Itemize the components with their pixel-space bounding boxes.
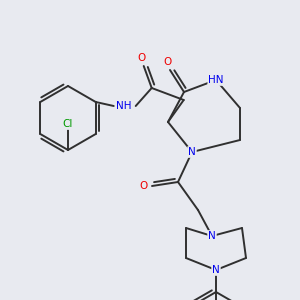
Text: O: O — [138, 53, 146, 63]
Text: NH: NH — [116, 101, 131, 111]
Text: O: O — [140, 181, 148, 191]
Text: O: O — [164, 57, 172, 67]
Text: N: N — [212, 265, 220, 275]
Text: HN: HN — [208, 75, 224, 85]
Text: N: N — [188, 147, 196, 157]
Text: Cl: Cl — [63, 119, 73, 129]
Text: N: N — [208, 231, 216, 241]
